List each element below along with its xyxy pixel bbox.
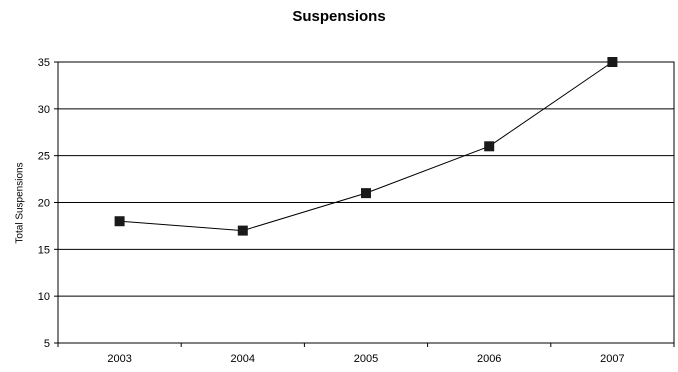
plot-border: [57, 61, 675, 344]
x-tick-label: 2004: [231, 353, 255, 365]
y-tick-label: 30: [38, 104, 50, 116]
y-tick-label: 25: [38, 151, 50, 163]
data-point: [361, 188, 371, 199]
data-point: [607, 57, 618, 67]
chart-title: Suspensions: [292, 8, 386, 25]
data-point: [114, 216, 125, 227]
series-line: [119, 61, 613, 232]
x-tick-label: 2005: [354, 353, 378, 365]
y-tick-label: 10: [38, 291, 50, 303]
data-point: [484, 141, 495, 152]
y-tick-label: 5: [44, 338, 50, 350]
x-tick-label: 2007: [600, 353, 624, 365]
y-tick-label: 15: [38, 244, 50, 256]
y-tick-label: 20: [38, 198, 50, 210]
data-point: [237, 225, 248, 236]
x-tick-label: 2006: [477, 353, 501, 365]
x-tick-label: 2003: [107, 353, 131, 365]
y-tick-label: 35: [38, 57, 50, 69]
